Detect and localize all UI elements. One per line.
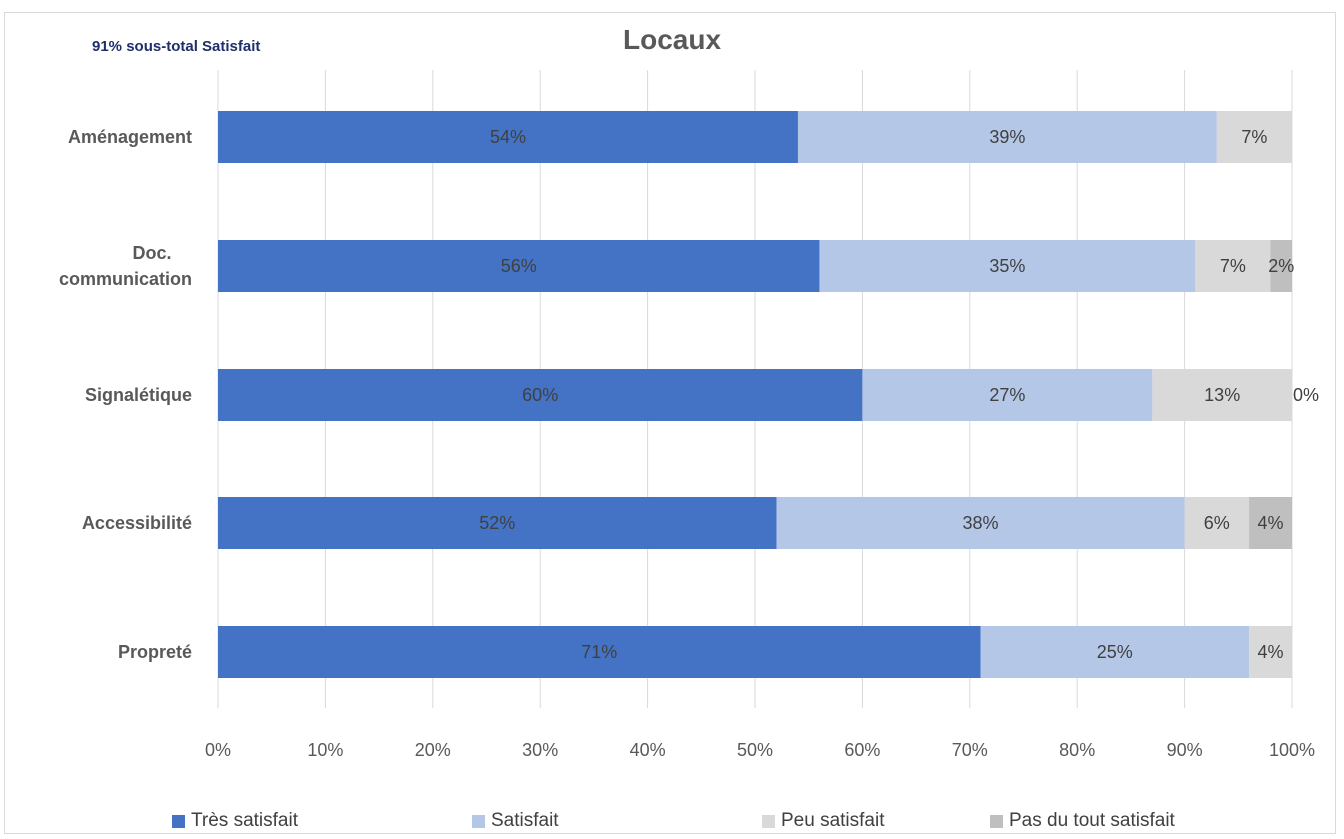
bar-segment	[218, 497, 777, 549]
legend-item: Très satisfait	[172, 810, 298, 832]
x-tick-label: 30%	[522, 740, 558, 760]
x-tick-label: 20%	[415, 740, 451, 760]
legend-label: Pas du tout satisfait	[1009, 810, 1175, 831]
bar-segment	[819, 240, 1196, 292]
legend-swatch	[172, 814, 185, 828]
chart-legend: Très satisfait Satisfait Peu satisfait Pas …	[0, 810, 1344, 834]
x-tick-label: 70%	[952, 740, 988, 760]
subtotal-note: 91% sous-total Satisfait	[92, 38, 261, 55]
legend-item: Satisfait	[472, 810, 559, 832]
data-label: 60%	[522, 385, 558, 405]
data-label: 71%	[581, 642, 617, 662]
legend-label: Satisfait	[491, 810, 559, 831]
x-tick-label: 40%	[630, 740, 666, 760]
category-label: Accessibilité	[82, 513, 192, 533]
x-tick-label: 90%	[1167, 740, 1203, 760]
data-label: 54%	[490, 127, 526, 147]
bar-segment	[218, 240, 820, 292]
bar-segment	[1216, 111, 1292, 163]
x-tick-label: 80%	[1059, 740, 1095, 760]
data-label: 38%	[963, 513, 999, 533]
data-label: 2%	[1268, 256, 1294, 276]
category-label: Signalétique	[85, 385, 192, 405]
stacked-bar-chart: 0% 10% 20% 30% 40% 50% 60% 70% 80% 90% 100% 54% 39% 7…	[59, 70, 1319, 760]
bar-segment	[218, 111, 798, 163]
bar-segment	[1184, 497, 1250, 549]
bar-segment	[1249, 497, 1292, 549]
data-label: 25%	[1097, 642, 1133, 662]
data-label: 56%	[501, 256, 537, 276]
bar-segment	[1270, 240, 1292, 292]
legend-item: Pas du tout satisfait	[990, 810, 1175, 832]
x-tick-label: 60%	[844, 740, 880, 760]
legend-label: Très satisfait	[191, 810, 298, 831]
bar-segment	[1195, 240, 1271, 292]
bar-segment	[797, 111, 1217, 163]
legend-label: Peu satisfait	[781, 810, 885, 831]
data-label: 7%	[1241, 127, 1267, 147]
legend-item: Peu satisfait	[762, 810, 885, 832]
x-tick-label: 10%	[307, 740, 343, 760]
category-label: Aménagement	[68, 127, 192, 147]
bar-segment	[862, 369, 1153, 421]
bar-segment	[1152, 369, 1292, 421]
data-label: 27%	[989, 385, 1025, 405]
x-tick-label: 0%	[205, 740, 231, 760]
bar-segment	[218, 369, 863, 421]
legend-swatch	[762, 814, 775, 828]
data-label: 35%	[989, 256, 1025, 276]
x-tick-label: 100%	[1269, 740, 1315, 760]
bar-segment	[1249, 626, 1292, 678]
chart-title: Locaux	[622, 24, 722, 55]
data-label: 6%	[1204, 513, 1230, 533]
category-label: Propreté	[118, 642, 192, 662]
data-label: 39%	[989, 127, 1025, 147]
x-tick-label: 50%	[737, 740, 773, 760]
legend-swatch	[990, 814, 1003, 828]
legend-swatch	[472, 814, 485, 828]
data-label: 52%	[479, 513, 515, 533]
category-label: Doc. communication	[59, 243, 192, 289]
data-label: 13%	[1204, 385, 1240, 405]
bar-segment	[980, 626, 1250, 678]
data-label: 0%	[1293, 385, 1319, 405]
data-label: 4%	[1258, 642, 1284, 662]
bar-segment	[218, 626, 981, 678]
bar-segment	[776, 497, 1185, 549]
data-label: 4%	[1258, 513, 1284, 533]
data-label: 7%	[1220, 256, 1246, 276]
